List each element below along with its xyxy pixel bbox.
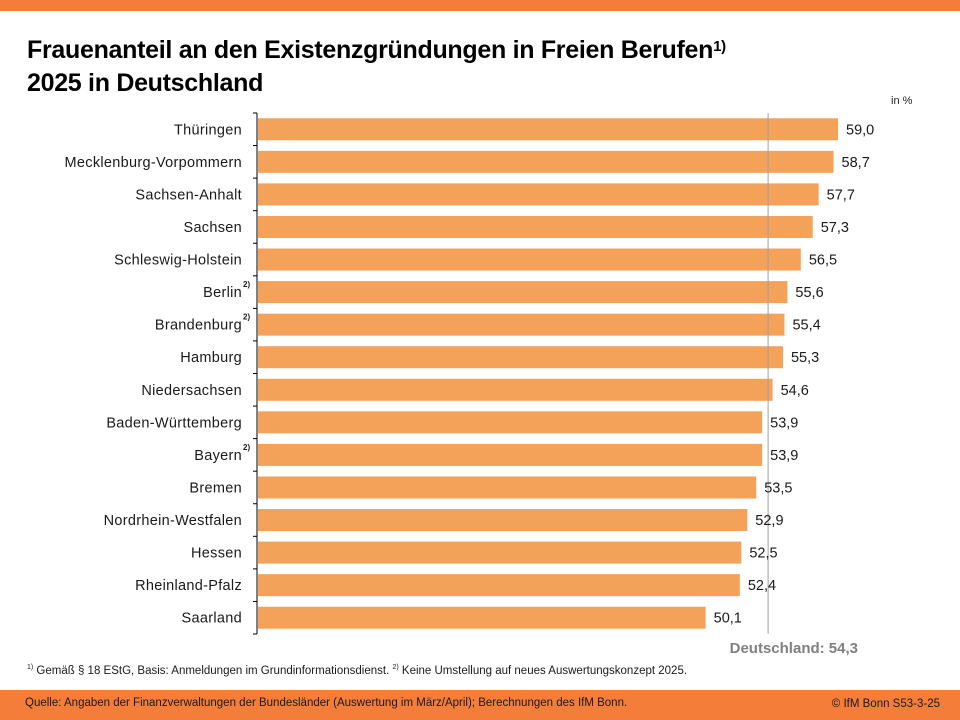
category-label: Hamburg: [180, 350, 242, 366]
value-label: 52,9: [755, 513, 783, 529]
category-note-marker: 2): [243, 280, 250, 289]
category-label: Sachsen-Anhalt: [135, 187, 242, 203]
top-accent-bar: [0, 0, 960, 11]
copyright-text: © IfM Bonn S53-3-25: [831, 698, 940, 710]
footnote-1-text: Gemäß § 18 EStG, Basis: Anmeldungen im G…: [33, 664, 393, 677]
bar: [258, 281, 788, 304]
bar: [258, 183, 819, 206]
category-note-marker: 2): [243, 443, 250, 452]
category-label: Bremen: [189, 480, 242, 496]
bar: [258, 346, 783, 369]
value-label: 54,6: [781, 383, 809, 399]
category-label: Sachsen: [183, 220, 242, 236]
title-footnote-marker: 1): [713, 38, 726, 55]
bar: [258, 443, 763, 466]
bar: [258, 509, 748, 532]
value-label: 55,6: [795, 285, 823, 301]
bar: [258, 574, 740, 597]
footnote-2-text: Keine Umstellung auf neues Auswertungsko…: [398, 664, 688, 677]
bar: [258, 215, 813, 238]
bar: [258, 118, 838, 141]
value-label: 53,9: [770, 448, 798, 464]
value-label: 58,7: [842, 155, 870, 171]
category-label: Baden-Württemberg: [106, 415, 242, 431]
bar: [258, 476, 757, 499]
value-label: 55,4: [792, 318, 820, 334]
footer-bar: [0, 690, 960, 720]
category-label: Schleswig-Holstein: [114, 253, 242, 269]
category-label: Brandenburg: [155, 318, 242, 334]
unit-label: in %: [891, 95, 913, 107]
value-label: 57,3: [821, 220, 849, 236]
value-label: 57,7: [827, 187, 855, 203]
category-label: Niedersachsen: [141, 383, 242, 399]
value-label: 52,4: [748, 578, 776, 594]
bar: [258, 606, 706, 629]
bar: [258, 541, 742, 564]
bar: [258, 150, 834, 173]
footnote-2-marker: 2): [392, 664, 399, 671]
footnote: 1) Gemäß § 18 EStG, Basis: Anmeldungen i…: [27, 664, 687, 677]
chart-title: Frauenanteil an den Existenzgründungen i…: [27, 34, 726, 100]
value-label: 53,9: [770, 415, 798, 431]
value-label: 50,1: [714, 611, 742, 627]
value-label: 59,0: [846, 122, 874, 138]
title-line-1: Frauenanteil an den Existenzgründungen i…: [27, 36, 714, 64]
value-label: 52,5: [749, 546, 777, 562]
reference-label: Deutschland: 54,3: [730, 640, 858, 657]
category-label: Bayern: [194, 448, 242, 464]
bar-chart: Deutschland: 54,3 Thüringen 59,0 Mecklenbu…: [65, 112, 875, 657]
reference-layer: Deutschland: 54,3: [730, 113, 858, 657]
category-label: Thüringen: [174, 122, 242, 138]
category-note-marker: 2): [243, 313, 250, 322]
category-label: Saarland: [182, 611, 242, 627]
bar: [258, 248, 801, 271]
bar: [258, 313, 785, 336]
footnote-1-marker: 1): [27, 664, 34, 671]
bar: [258, 378, 773, 401]
axis-layer: [253, 112, 258, 635]
value-label: 56,5: [809, 253, 837, 269]
category-label: Hessen: [191, 546, 242, 562]
source-text: Quelle: Angaben der Finanzverwaltungen d…: [25, 697, 628, 709]
category-label: Mecklenburg-Vorpommern: [65, 155, 242, 171]
value-label: 53,5: [764, 480, 792, 496]
bars-layer: [258, 118, 838, 629]
category-label: Rheinland-Pfalz: [135, 578, 242, 594]
category-label: Nordrhein-Westfalen: [104, 513, 242, 529]
bar: [258, 411, 763, 434]
title-line-2: 2025 in Deutschland: [27, 69, 264, 97]
value-label: 55,3: [791, 350, 819, 366]
labels-layer: Thüringen 59,0 Mecklenburg-Vorpommern 58,7 S…: [65, 122, 875, 626]
category-label: Berlin: [203, 285, 242, 301]
